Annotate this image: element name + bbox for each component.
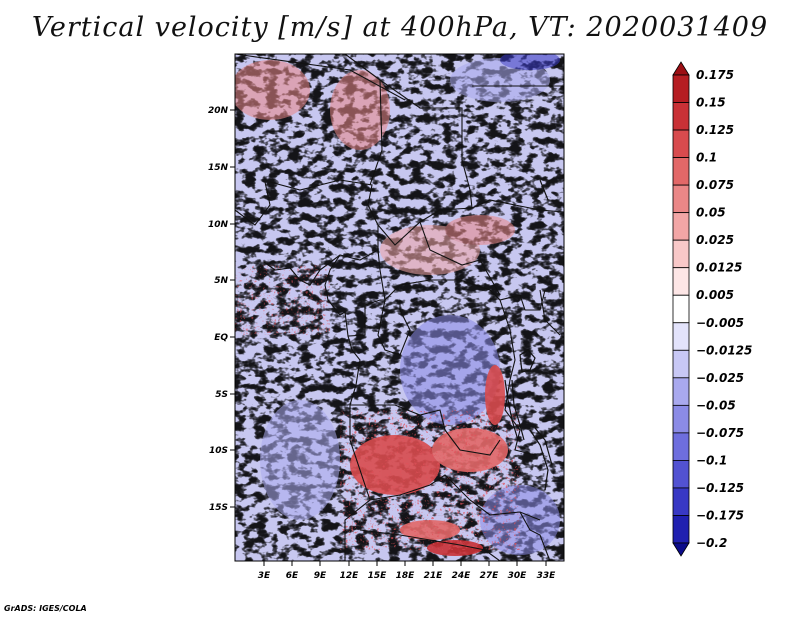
colorbar-level-label: −0.075 bbox=[696, 426, 744, 440]
lon-tick-label: 12E bbox=[340, 571, 360, 581]
longitude-axis: 3E 6E 9E 12E 15E 18E 21E 24E 27E 30E 33E bbox=[258, 561, 556, 581]
lat-tick-label: 10N bbox=[208, 220, 229, 230]
colorbar-level-label: −0.005 bbox=[696, 316, 744, 330]
latitude-axis: 20N 15N 10N 5N EQ 5S 10S 15S bbox=[208, 106, 235, 513]
colorbar-segment bbox=[672, 102, 690, 131]
lon-tick-label: 6E bbox=[286, 571, 299, 581]
colorbar-segment bbox=[672, 74, 690, 103]
lat-tick-label: 5N bbox=[214, 276, 228, 286]
lon-tick-label: 24E bbox=[452, 571, 472, 581]
colorbar-level-label: 0.175 bbox=[696, 68, 734, 82]
colorbar-segment bbox=[672, 322, 690, 351]
colorbar-segment bbox=[672, 432, 690, 461]
colorbar-level-label: −0.025 bbox=[696, 371, 744, 385]
colorbar-level-label: 0.005 bbox=[696, 288, 734, 302]
lon-tick-label: 3E bbox=[258, 571, 271, 581]
colorbar-level-label: 0.0125 bbox=[696, 261, 742, 275]
lon-tick-label: 9E bbox=[314, 571, 327, 581]
colorbar-bottom-arrow bbox=[672, 542, 690, 557]
grads-credit: GrADS: IGES/COLA bbox=[4, 604, 87, 613]
colorbar-segment bbox=[672, 239, 690, 269]
map-title: Vertical velocity [m/s] at 400hPa, VT: 2… bbox=[31, 12, 769, 43]
lakes bbox=[504, 179, 553, 491]
colorbar-segment bbox=[672, 184, 690, 214]
colorbar-segment bbox=[672, 460, 690, 489]
lat-tick-label: 5S bbox=[215, 390, 228, 400]
lat-tick-label: 15S bbox=[209, 503, 228, 513]
colorbar-level-label: 0.075 bbox=[696, 178, 734, 192]
lon-tick-label: 33E bbox=[537, 571, 557, 581]
colorbar-level-label: −0.125 bbox=[696, 481, 744, 495]
colorbar-top-arrow bbox=[672, 61, 690, 76]
map-frame bbox=[234, 53, 565, 562]
lon-tick-label: 27E bbox=[480, 571, 500, 581]
colorbar-segment bbox=[672, 294, 690, 324]
colorbar-segment bbox=[672, 129, 690, 158]
lat-tick-label: EQ bbox=[214, 333, 228, 343]
lon-tick-label: 15E bbox=[368, 571, 388, 581]
colorbar-segment bbox=[672, 515, 690, 544]
colorbar-segment bbox=[672, 377, 690, 406]
lon-tick-label: 18E bbox=[396, 571, 416, 581]
colorbar-level-label: −0.1 bbox=[696, 453, 727, 467]
lat-tick-label: 10S bbox=[209, 446, 228, 456]
colorbar-level-label: 0.05 bbox=[696, 206, 726, 220]
country-borders bbox=[235, 54, 564, 561]
colorbar-segment bbox=[672, 157, 690, 186]
colorbar-segment bbox=[672, 487, 690, 516]
colorbar-level-label: 0.1 bbox=[696, 151, 717, 165]
colorbar-segment bbox=[672, 404, 690, 434]
colorbar-level-label: 0.125 bbox=[696, 123, 734, 137]
colorbar-level-label: 0.025 bbox=[696, 233, 734, 247]
lat-tick-label: 20N bbox=[208, 106, 229, 116]
colorbar-level-label: −0.05 bbox=[696, 398, 736, 412]
colorbar-segment bbox=[672, 267, 690, 296]
colorbar-level-label: −0.175 bbox=[696, 508, 744, 522]
colorbar-level-label: −0.2 bbox=[696, 536, 727, 550]
colorbar-level-label: 0.15 bbox=[696, 96, 726, 110]
lat-tick-label: 15N bbox=[208, 163, 229, 173]
vertical-velocity-field bbox=[235, 54, 564, 561]
colorbar-segment bbox=[672, 212, 690, 241]
lon-tick-label: 21E bbox=[424, 571, 444, 581]
colorbar-level-label: −0.0125 bbox=[696, 343, 752, 357]
lon-tick-label: 30E bbox=[508, 571, 528, 581]
colorbar-segment bbox=[672, 349, 690, 379]
colorbar: 0.175 0.15 0.125 0.1 0.075 0.05 0.025 0.0125 0.0… bbox=[672, 61, 752, 557]
